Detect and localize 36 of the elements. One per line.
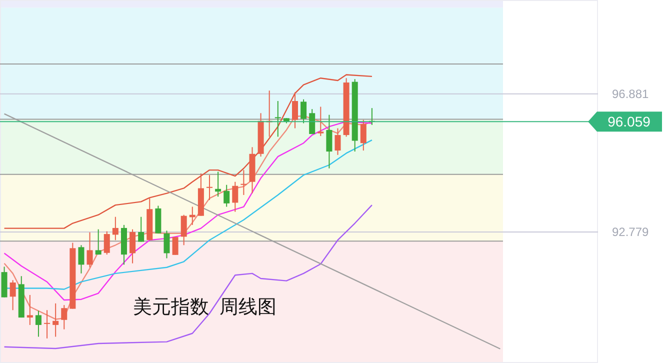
candlestick <box>172 236 178 256</box>
candlestick <box>26 294 33 326</box>
candlestick <box>130 228 136 264</box>
y-tick-label: 92.779 <box>612 225 650 240</box>
candlestick <box>318 106 324 137</box>
y-tick-label: 96.881 <box>612 86 650 101</box>
candlestick <box>334 128 341 156</box>
line-series <box>4 74 373 229</box>
candlestick <box>240 170 247 196</box>
candlestick <box>10 280 16 311</box>
candlestick <box>274 100 281 138</box>
candlestick <box>300 98 307 124</box>
candlestick <box>360 119 366 152</box>
candlestick <box>180 214 187 246</box>
candlestick <box>112 216 118 241</box>
candlestick <box>326 114 332 169</box>
candlestick <box>61 304 68 330</box>
candlestick <box>292 92 298 129</box>
candlestick <box>35 310 42 338</box>
ref-line-label: 96.059 <box>608 114 651 130</box>
candlestick <box>104 230 110 256</box>
candlestick <box>215 171 222 198</box>
candlestick <box>86 232 93 268</box>
candlestick <box>95 228 102 256</box>
annotation: 美元指数 周线图 <box>133 296 277 318</box>
candlestick <box>206 174 212 201</box>
candlestick <box>309 108 316 135</box>
line-series <box>4 204 373 350</box>
candlestick <box>224 184 230 208</box>
candlestick <box>44 310 50 339</box>
candlestick <box>138 216 144 242</box>
price-tag: 96.059 <box>588 112 662 132</box>
candlestick <box>78 244 84 274</box>
candlestick <box>164 230 170 259</box>
candlestick <box>52 302 59 338</box>
candlestick <box>232 181 238 212</box>
